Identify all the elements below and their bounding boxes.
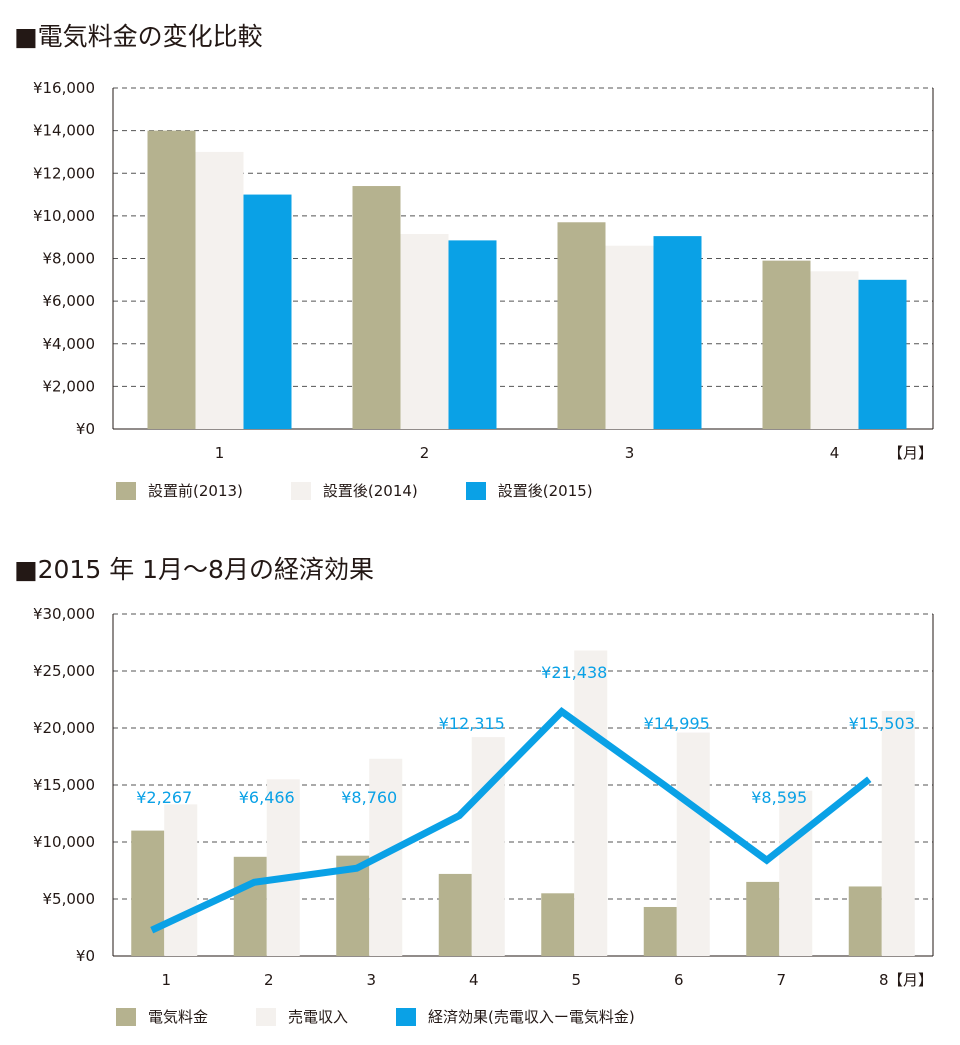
bar <box>195 151 244 429</box>
x-tick-label: 6 <box>674 971 684 989</box>
x-tick-label: 1 <box>215 444 225 462</box>
x-tick-label: 2 <box>420 444 430 462</box>
bar <box>352 186 401 429</box>
bar <box>131 830 165 956</box>
bar <box>746 881 780 956</box>
y-tick-label: ¥8,000 <box>43 250 96 268</box>
x-unit-label: 【月】 <box>888 971 933 989</box>
legend-item: 売電収入 <box>256 1006 348 1027</box>
legend-swatch <box>116 481 136 500</box>
data-label: ¥14,995 <box>644 714 710 733</box>
bar <box>266 779 300 956</box>
bar <box>541 893 575 956</box>
chart-legend: 電気料金 売電収入 経済効果(売電収入ー電気料金) <box>116 1006 683 1027</box>
bar <box>762 260 811 429</box>
y-tick-label: ¥5,000 <box>43 890 96 908</box>
chart-legend: 設置前(2013) 設置後(2014) 設置後(2015) <box>116 480 641 501</box>
y-tick-label: ¥0 <box>76 420 95 438</box>
chart-section-economic-effect: ■2015 年 1月〜8月の経済効果 ¥30,000 ¥25,000 ¥20,000… <box>0 545 960 1045</box>
legend-label: 設置後(2015) <box>497 482 593 500</box>
bar-chart-electricity-comparison: ¥16,000 ¥14,000 ¥12,000 ¥10,000 ¥8,000 ¥6,000… <box>33 79 934 462</box>
legend-label: 売電収入 <box>288 1008 349 1026</box>
data-label: ¥12,315 <box>439 714 505 733</box>
x-unit-label: 【月】 <box>888 444 933 462</box>
bar <box>400 233 449 429</box>
x-tick-label: 2 <box>264 971 274 989</box>
line-economic-effect <box>150 707 872 934</box>
bar <box>779 790 813 956</box>
legend-swatch <box>256 1007 277 1026</box>
y-tick-label: ¥12,000 <box>33 164 95 182</box>
y-tick-label: ¥4,000 <box>43 335 96 353</box>
legend-swatch <box>116 1007 136 1026</box>
combo-chart-economic-effect: ¥30,000 ¥25,000 ¥20,000 ¥15,000 ¥10,000 ¥5,00… <box>33 605 934 989</box>
y-tick-label: ¥2,000 <box>43 377 96 395</box>
chart-title: ■電気料金の変化比較 <box>14 22 263 51</box>
x-tick-label: 4 <box>830 444 840 462</box>
chart-title: ■2015 年 1月〜8月の経済効果 <box>14 555 374 584</box>
legend-item: 設置前(2013) <box>116 480 243 501</box>
legend-swatch <box>465 481 486 500</box>
y-tick-label: ¥15,000 <box>33 776 95 794</box>
bar <box>810 271 859 429</box>
x-tick-label: 5 <box>571 971 581 989</box>
data-label: ¥8,760 <box>341 788 397 807</box>
data-label: ¥15,503 <box>849 714 915 733</box>
x-tick-label: 7 <box>776 971 786 989</box>
y-tick-label: ¥25,000 <box>33 662 95 680</box>
bar <box>676 732 710 956</box>
x-tick-label: 8 <box>879 971 889 989</box>
y-tick-label: ¥16,000 <box>33 79 95 97</box>
legend-item: 電気料金 <box>116 1006 208 1027</box>
bar <box>653 236 702 429</box>
y-tick-label: ¥14,000 <box>33 122 95 140</box>
legend-swatch <box>290 481 311 500</box>
x-tick-label: 1 <box>161 971 171 989</box>
bar <box>574 650 608 956</box>
legend-label: 電気料金 <box>148 1008 209 1026</box>
x-tick-label: 3 <box>625 444 635 462</box>
legend-label: 設置後(2014) <box>322 482 418 500</box>
legend-item: 設置後(2014) <box>290 480 418 501</box>
legend-label: 経済効果(売電収入ー電気料金) <box>428 1008 635 1026</box>
y-tick-label: ¥6,000 <box>43 292 96 310</box>
x-tick-label: 3 <box>366 971 376 989</box>
legend-label: 設置前(2013) <box>148 482 243 500</box>
bar <box>848 886 882 956</box>
legend-item: 設置後(2015) <box>465 480 593 501</box>
chart-section-electricity-comparison: ■電気料金の変化比較 ¥16,000 ¥14,000 ¥12,000 ¥10,000 ¥… <box>0 0 960 520</box>
bar <box>243 194 292 429</box>
data-label: ¥21,438 <box>541 663 607 682</box>
data-label: ¥6,466 <box>239 788 295 807</box>
y-tick-label: ¥0 <box>76 947 95 965</box>
bar <box>605 245 654 429</box>
bar <box>643 906 677 956</box>
y-tick-label: ¥20,000 <box>33 719 95 737</box>
bar <box>881 710 915 956</box>
bar <box>438 873 472 956</box>
x-tick-label: 4 <box>469 971 479 989</box>
bar <box>147 130 196 429</box>
bar <box>448 240 497 429</box>
bar <box>233 856 267 956</box>
y-tick-label: ¥30,000 <box>33 605 95 623</box>
bar <box>557 222 606 429</box>
bar <box>164 804 198 956</box>
bar <box>858 279 907 429</box>
y-tick-label: ¥10,000 <box>33 833 95 851</box>
data-label: ¥2,267 <box>136 788 192 807</box>
data-label: ¥8,595 <box>751 788 807 807</box>
y-tick-label: ¥10,000 <box>33 207 95 225</box>
legend-item: 経済効果(売電収入ー電気料金) <box>396 1006 635 1027</box>
legend-swatch <box>396 1007 417 1026</box>
